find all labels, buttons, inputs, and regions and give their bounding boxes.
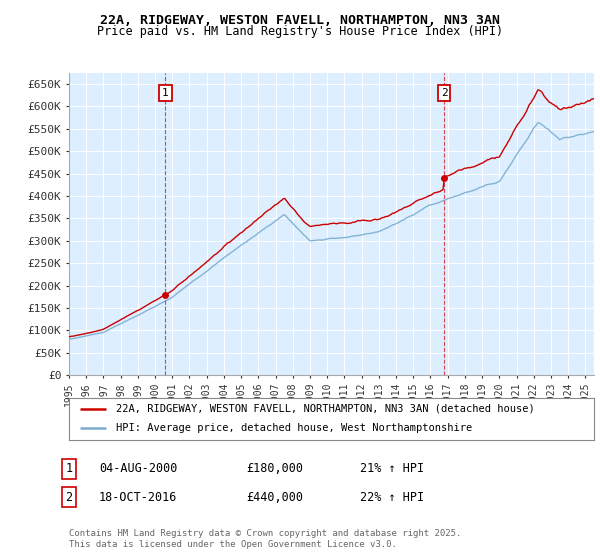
Text: 18-OCT-2016: 18-OCT-2016 bbox=[99, 491, 178, 504]
Text: £180,000: £180,000 bbox=[246, 462, 303, 475]
Text: 2: 2 bbox=[65, 491, 73, 504]
Text: 22% ↑ HPI: 22% ↑ HPI bbox=[360, 491, 424, 504]
Text: 04-AUG-2000: 04-AUG-2000 bbox=[99, 462, 178, 475]
Point bbox=[439, 174, 449, 183]
Text: £440,000: £440,000 bbox=[246, 491, 303, 504]
Text: Price paid vs. HM Land Registry's House Price Index (HPI): Price paid vs. HM Land Registry's House … bbox=[97, 25, 503, 38]
Text: 22A, RIDGEWAY, WESTON FAVELL, NORTHAMPTON, NN3 3AN: 22A, RIDGEWAY, WESTON FAVELL, NORTHAMPTO… bbox=[100, 14, 500, 27]
Point bbox=[161, 290, 170, 299]
Text: HPI: Average price, detached house, West Northamptonshire: HPI: Average price, detached house, West… bbox=[116, 423, 473, 433]
Text: 1: 1 bbox=[162, 88, 169, 98]
Text: 21% ↑ HPI: 21% ↑ HPI bbox=[360, 462, 424, 475]
Text: 2: 2 bbox=[441, 88, 448, 98]
Text: Contains HM Land Registry data © Crown copyright and database right 2025.
This d: Contains HM Land Registry data © Crown c… bbox=[69, 529, 461, 549]
Text: 22A, RIDGEWAY, WESTON FAVELL, NORTHAMPTON, NN3 3AN (detached house): 22A, RIDGEWAY, WESTON FAVELL, NORTHAMPTO… bbox=[116, 404, 535, 414]
Text: 1: 1 bbox=[65, 462, 73, 475]
